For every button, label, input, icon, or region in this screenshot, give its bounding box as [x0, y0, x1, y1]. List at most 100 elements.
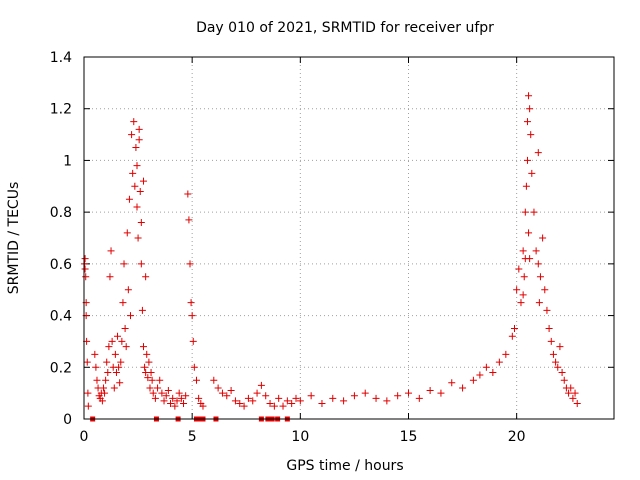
data-point [132, 144, 140, 151]
data-point [448, 379, 456, 387]
data-point [177, 394, 185, 402]
data-point [525, 229, 533, 237]
data-point [171, 402, 179, 410]
data-point [508, 332, 516, 340]
y-tick-label: 0.6 [50, 257, 72, 273]
data-point [517, 299, 525, 307]
data-point [188, 312, 196, 320]
data-point [154, 384, 162, 392]
data-points [80, 92, 581, 422]
data-point [137, 218, 145, 226]
data-point [262, 392, 270, 400]
data-point [223, 392, 231, 400]
data-point [182, 392, 190, 400]
data-point [147, 368, 155, 376]
data-point [91, 350, 99, 358]
x-tick-label: 15 [400, 429, 418, 445]
data-point [292, 394, 300, 402]
data-point [81, 255, 89, 263]
data-point [283, 397, 291, 405]
data-point [394, 392, 402, 400]
data-point [404, 389, 412, 397]
data-point [361, 389, 369, 397]
data-point [383, 397, 391, 405]
data-point [571, 389, 579, 397]
data-point [137, 260, 145, 268]
data-point [186, 260, 194, 268]
data-point [523, 156, 531, 164]
data-point [350, 392, 358, 400]
data-point [227, 387, 235, 395]
data-point [372, 394, 380, 402]
data-point [164, 387, 172, 395]
data-point [162, 392, 170, 400]
data-point [115, 363, 123, 371]
data-point [244, 394, 252, 402]
data-point [120, 260, 128, 268]
data-point [545, 325, 553, 332]
data-point [329, 394, 337, 402]
data-point [539, 234, 547, 242]
data-point [82, 273, 90, 281]
data-point [476, 371, 484, 379]
data-point [144, 374, 152, 382]
data-point [565, 389, 573, 397]
data-point [175, 389, 183, 397]
data-point [189, 337, 197, 345]
data-point [136, 187, 144, 195]
data-point [240, 402, 248, 410]
data-point [532, 247, 540, 255]
data-point [526, 105, 534, 113]
data-point [520, 273, 528, 281]
chart-title: Day 010 of 2021, SRMTID for receiver ufp… [196, 20, 494, 36]
data-point [426, 387, 434, 395]
x-tick-label: 10 [291, 429, 309, 445]
y-tick-label: 1.4 [50, 50, 72, 66]
x-tick-label: 5 [188, 429, 197, 445]
data-point [104, 368, 112, 376]
data-point [534, 260, 542, 268]
data-point [83, 358, 91, 366]
y-tick-label: 0 [63, 412, 72, 428]
data-point [107, 247, 115, 255]
data-point [210, 376, 218, 384]
data-point [135, 136, 143, 144]
y-tick-label: 0.4 [50, 309, 72, 325]
data-point [236, 399, 244, 407]
data-point [530, 208, 538, 216]
data-point [459, 384, 467, 392]
data-point [133, 203, 141, 211]
y-tick-label: 1 [63, 153, 72, 169]
data-point [296, 397, 304, 405]
data-point [515, 265, 523, 273]
data-point [99, 384, 107, 392]
data-point [81, 265, 89, 273]
data-point [123, 229, 131, 237]
data-point [185, 216, 193, 224]
y-tick-label: 0.8 [50, 205, 72, 221]
y-tick-label: 0.2 [50, 360, 72, 376]
data-point [112, 368, 120, 376]
data-point [114, 332, 122, 340]
data-point [130, 118, 138, 126]
data-point [135, 125, 143, 133]
data-point [270, 402, 278, 410]
data-point [160, 397, 168, 405]
data-point [437, 389, 445, 397]
data-point [489, 368, 497, 376]
data-point [257, 381, 265, 389]
data-point [134, 234, 142, 242]
data-point [169, 394, 177, 402]
data-point [125, 195, 133, 203]
data-point [110, 384, 118, 392]
data-point [218, 389, 226, 397]
data-point [173, 397, 181, 405]
data-point [142, 273, 150, 281]
data-point [549, 350, 557, 358]
data-point [318, 399, 326, 407]
data-point [569, 394, 577, 402]
data-point [535, 299, 543, 307]
data-point [552, 358, 560, 366]
data-point [556, 343, 564, 351]
